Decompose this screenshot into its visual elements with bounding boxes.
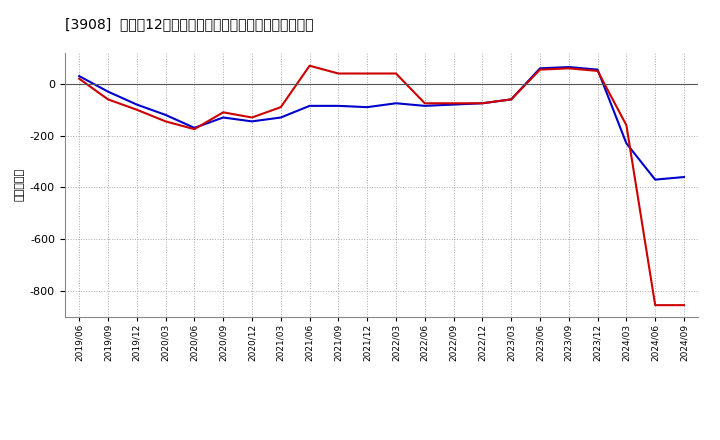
当期純利益 (276, 105, 285, 110)
当期純利益 (132, 107, 141, 112)
経常利益 (478, 101, 487, 106)
当期純利益 (104, 97, 112, 102)
経常利益 (219, 115, 228, 120)
経常利益 (622, 141, 631, 146)
当期純利益 (305, 63, 314, 68)
当期純利益 (564, 66, 573, 71)
経常利益 (680, 174, 688, 180)
当期純利益 (248, 115, 256, 120)
経常利益 (392, 101, 400, 106)
経常利益 (132, 102, 141, 107)
経常利益 (564, 64, 573, 70)
経常利益 (651, 177, 660, 182)
当期純利益 (507, 97, 516, 102)
当期純利益 (478, 101, 487, 106)
経常利益 (248, 119, 256, 124)
経常利益 (161, 112, 170, 117)
Y-axis label: （百万円）: （百万円） (14, 168, 24, 202)
経常利益 (536, 66, 544, 71)
当期純利益 (536, 67, 544, 72)
当期純利益 (161, 119, 170, 124)
Line: 当期純利益: 当期純利益 (79, 66, 684, 305)
経常利益 (305, 103, 314, 109)
経常利益 (190, 125, 199, 131)
当期純利益 (651, 303, 660, 308)
経常利益 (75, 73, 84, 79)
当期純利益 (363, 71, 372, 76)
当期純利益 (449, 101, 458, 106)
経常利益 (449, 102, 458, 107)
当期純利益 (420, 101, 429, 106)
当期純利益 (392, 71, 400, 76)
当期純利益 (622, 123, 631, 128)
Line: 経常利益: 経常利益 (79, 67, 684, 180)
当期純利益 (593, 68, 602, 73)
当期純利益 (680, 303, 688, 308)
当期純利益 (334, 71, 343, 76)
経常利益 (104, 89, 112, 94)
経常利益 (420, 103, 429, 109)
当期純利益 (190, 127, 199, 132)
当期純利益 (75, 76, 84, 81)
Text: [3908]  利益だ12か月移動合計の対前年同期増減額の推移: [3908] 利益だ12か月移動合計の対前年同期増減額の推移 (65, 17, 313, 31)
経常利益 (363, 105, 372, 110)
経常利益 (507, 97, 516, 102)
経常利益 (334, 103, 343, 109)
経常利益 (593, 67, 602, 72)
当期純利益 (219, 110, 228, 115)
経常利益 (276, 115, 285, 120)
